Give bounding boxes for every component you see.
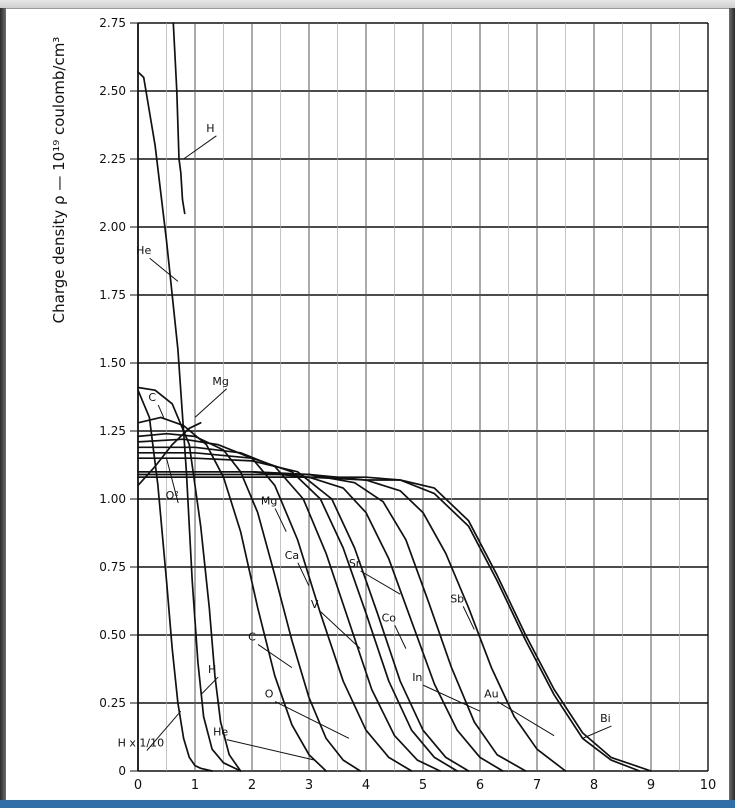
annotation-leader: [423, 684, 481, 712]
x-tick-label: 3: [305, 778, 313, 793]
x-tick-label: 0: [134, 778, 142, 793]
annotation-leader: [274, 701, 350, 739]
y-tick-label: 0.50: [99, 628, 126, 642]
annotation-leader: [497, 701, 555, 737]
y-axis-ticks: 0 0.25 0.50 0.75 1.00 1.25 1.50 1.75 2.00 2.25 2.5…: [99, 16, 138, 778]
x-tick-label: 10: [700, 778, 717, 793]
x-tick-label: 9: [647, 778, 655, 793]
y-tick-label: 2.00: [99, 220, 126, 234]
y-tick-label: 1.50: [99, 356, 126, 370]
annotation-label: V: [311, 598, 319, 611]
annotation-leader: [194, 388, 227, 418]
window-right-border: [729, 8, 735, 800]
series-line-o: [137, 432, 362, 772]
annotation-leader: [166, 458, 179, 504]
y-tick-label: 0.75: [99, 560, 126, 574]
annotation-leader: [297, 562, 310, 587]
annotation-leader: [274, 508, 287, 532]
series-line-h-x-1-10: [137, 389, 213, 772]
annotation-leader: [146, 710, 182, 751]
x-tick-label: 6: [476, 778, 484, 793]
x-tick-label: 1: [191, 778, 199, 793]
annotation-leader: [394, 625, 407, 649]
annotation-label: Mg: [261, 494, 277, 507]
y-tick-label: 2.75: [99, 16, 126, 30]
window-left-border: [0, 8, 6, 800]
series-line-he: [137, 71, 242, 772]
series-line-h: [172, 22, 186, 215]
x-tick-label: 8: [590, 778, 598, 793]
series-line-in: [137, 470, 527, 772]
x-axis-ticks: 0 1 2 3 4 5 6 7 8 9 10: [134, 778, 716, 793]
annotation-label: Ca: [285, 549, 299, 562]
series-line-v: [137, 451, 459, 772]
annotation-label: Co: [382, 611, 397, 624]
y-tick-label: 1.75: [99, 288, 126, 302]
annotation-label: Au: [484, 688, 499, 701]
annotation-label: Mg: [212, 375, 228, 388]
annotation-label: H: [206, 122, 214, 135]
window-bottom-bar: [0, 800, 735, 808]
annotation-label: H: [208, 663, 216, 676]
chart-grid: [137, 22, 709, 772]
annotation-label: Sb: [450, 592, 464, 605]
annotation-leader: [462, 606, 475, 630]
y-tick-label: 2.50: [99, 84, 126, 98]
annotation-leader: [157, 404, 165, 418]
series-line-mg: [137, 438, 413, 772]
annotation-leader: [200, 676, 219, 696]
series-line-sb: [137, 473, 567, 772]
annotation-leader: [360, 570, 401, 595]
series-line-co: [137, 457, 470, 772]
annotation-label: C: [248, 630, 256, 643]
series-line-mg: [137, 386, 242, 772]
chart-annotations: H He Mg C O² Mg Ca V Sr Co Sb C H O In Au Bi He H x 1/10: [118, 122, 612, 761]
y-tick-label: 0.25: [99, 696, 126, 710]
annotation-label: H x 1/10: [118, 737, 164, 750]
series-line-o-: [137, 421, 202, 487]
y-tick-label: 1.25: [99, 424, 126, 438]
y-axis-label: Charge density ρ — 10¹⁹ coulomb/cm³: [50, 37, 68, 324]
annotation-label: Sr: [349, 557, 361, 570]
y-tick-label: 0: [118, 764, 126, 778]
x-tick-label: 4: [362, 778, 370, 793]
annotation-label: Bi: [600, 712, 611, 725]
annotation-leader: [149, 257, 179, 282]
annotation-label: O²: [166, 489, 179, 502]
x-tick-label: 7: [533, 778, 541, 793]
x-tick-label: 5: [419, 778, 427, 793]
annotation-leader: [257, 644, 293, 669]
annotation-label: He: [136, 244, 151, 257]
annotation-leader: [320, 611, 361, 649]
chart-series: [137, 22, 652, 772]
annotation-label: He: [213, 726, 228, 739]
series-line-ca: [137, 446, 441, 772]
annotation-label: In: [412, 671, 422, 684]
window-top-bar: [0, 0, 735, 9]
y-tick-label: 2.25: [99, 152, 126, 166]
series-line-bi: [137, 476, 652, 772]
y-tick-label: 1.00: [99, 492, 126, 506]
series-line-c: [137, 416, 327, 772]
annotation-label: O: [265, 688, 274, 701]
annotation-leader: [226, 739, 315, 761]
annotation-label: C: [148, 391, 156, 404]
annotation-leader: [183, 135, 217, 160]
annotation-leader: [582, 725, 612, 739]
x-tick-label: 2: [248, 778, 256, 793]
